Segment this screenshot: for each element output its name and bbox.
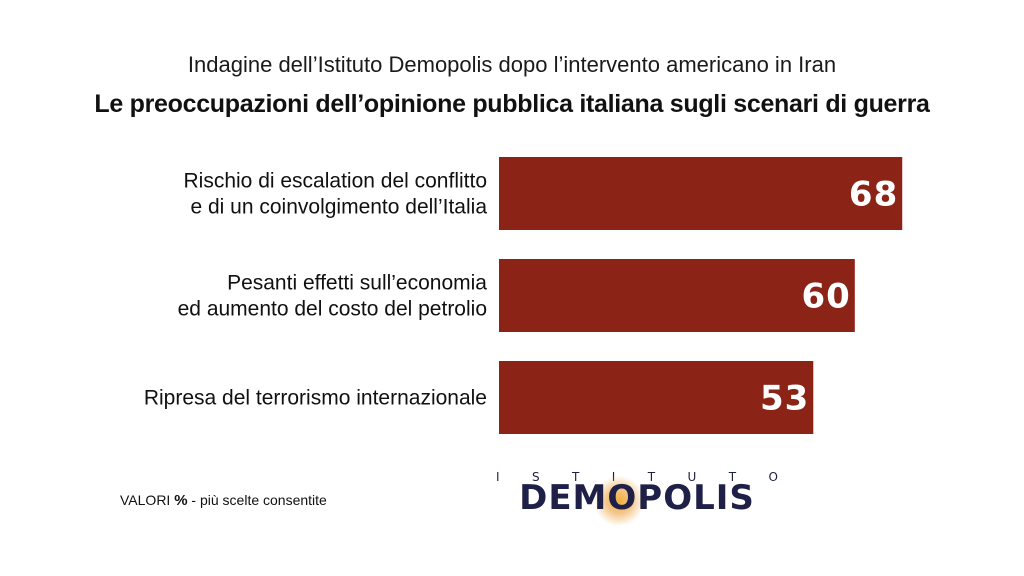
logo-letter: T (728, 470, 737, 484)
chart-title: Le preoccupazioni dell’opinione pubblica… (94, 90, 930, 118)
values-note-suffix: - più scelte consentite (187, 492, 327, 508)
bar-value-label: 60 (801, 277, 850, 317)
bar-1 (499, 157, 903, 230)
bar-3 (499, 361, 814, 434)
bar-value-label: 68 (849, 175, 898, 215)
logo-sun-icon (594, 476, 644, 526)
chart-subtitle: Indagine dell’Istituto Demopolis dopo l’… (187, 52, 837, 77)
category-label: Pesanti effetti sull’economia (227, 272, 487, 295)
category-label: Rischio di escalation del conflitto (184, 170, 488, 193)
logo-letter: U (687, 470, 697, 484)
logo-letter: I (496, 470, 500, 484)
logo-letter: S (531, 470, 540, 484)
bar-value-label: 53 (760, 379, 809, 419)
values-note-prefix: VALORI (120, 492, 171, 508)
bar-2 (499, 259, 855, 332)
logo-letter: T (647, 470, 656, 484)
logo-name: DEMOPOLIS (519, 478, 755, 518)
values-note-unit: % (174, 492, 188, 509)
logo-letter: O (768, 470, 778, 484)
category-label: ed aumento del costo del petrolio (178, 298, 487, 321)
values-note: VALORI % - più scelte consentite (120, 492, 327, 509)
logo-letter: T (572, 470, 580, 484)
demopolis-logo: ISTITUTO DEMOPOLIS (496, 470, 778, 526)
category-label: Ripresa del terrorismo internazionale (144, 387, 487, 410)
category-label: e di un coinvolgimento dell’Italia (190, 196, 487, 219)
